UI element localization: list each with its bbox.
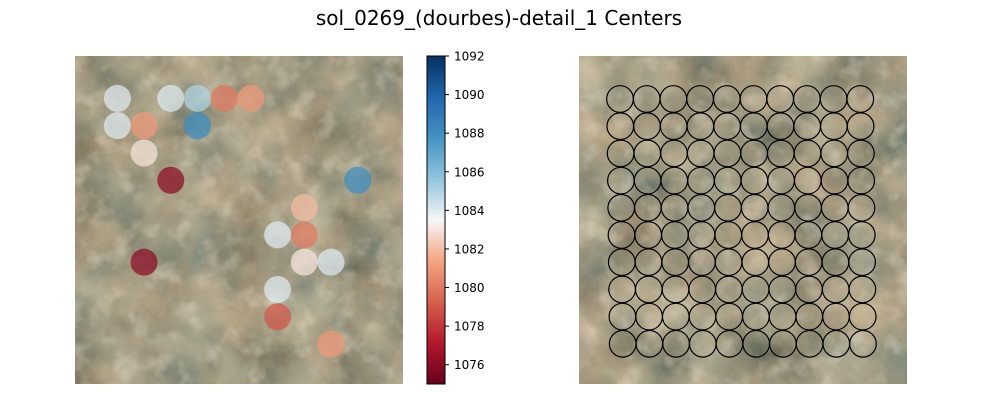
- data-point: [183, 112, 211, 140]
- grid-circle: [847, 193, 876, 222]
- left-image-speckle: [75, 56, 403, 384]
- colorbar-tick-label: 1080: [454, 281, 485, 295]
- colorbar: 1076 1078 1080 1082 1084 1086 1088 1090 1092: [426, 50, 485, 385]
- data-point: [264, 221, 292, 249]
- data-point: [290, 221, 318, 249]
- data-point: [183, 84, 211, 112]
- right-panel: [579, 56, 907, 384]
- data-point: [317, 248, 345, 276]
- left-panel: [75, 56, 403, 384]
- grid-circle: [847, 166, 876, 195]
- data-point: [344, 166, 372, 194]
- grid-circle: [848, 275, 877, 304]
- data-point: [237, 84, 265, 112]
- grid-circle: [847, 221, 876, 249]
- colorbar-tick-label: 1076: [454, 358, 485, 372]
- colorbar-ticks: 1076 1078 1080 1082 1084 1086 1088 1090 1092: [445, 50, 485, 372]
- colorbar-tick-label: 1078: [454, 320, 485, 334]
- data-point: [103, 112, 131, 140]
- data-point: [130, 139, 158, 167]
- data-point: [264, 303, 292, 331]
- right-image-speckle: [579, 56, 907, 384]
- colorbar-tick-label: 1090: [454, 88, 485, 102]
- data-point: [290, 248, 318, 276]
- grid-circle: [847, 139, 875, 168]
- colorbar-tick-label: 1088: [454, 127, 485, 141]
- data-point: [264, 275, 292, 303]
- colorbar-tick-label: 1082: [454, 242, 485, 256]
- colorbar-tick-label: 1092: [454, 50, 485, 64]
- grid-circle: [848, 248, 876, 277]
- colorbar-tick-label: 1084: [454, 204, 485, 218]
- data-point: [210, 84, 238, 112]
- data-point: [130, 112, 158, 140]
- data-point: [290, 194, 318, 222]
- grid-circle: [846, 85, 875, 113]
- colorbar-tick-label: 1086: [454, 165, 485, 179]
- grid-circle: [849, 329, 877, 358]
- data-point: [317, 330, 345, 358]
- figure-title: sol_0269_(dourbes)-detail_1 Centers: [316, 6, 682, 30]
- colorbar-gradient: [426, 55, 446, 385]
- grid-circle: [846, 112, 875, 141]
- grid-circle: [848, 302, 877, 331]
- data-point: [157, 84, 185, 112]
- data-point: [130, 248, 158, 276]
- data-point: [157, 166, 185, 194]
- right-grid-circles: [606, 85, 877, 358]
- data-point: [103, 84, 131, 112]
- left-points: [103, 84, 372, 358]
